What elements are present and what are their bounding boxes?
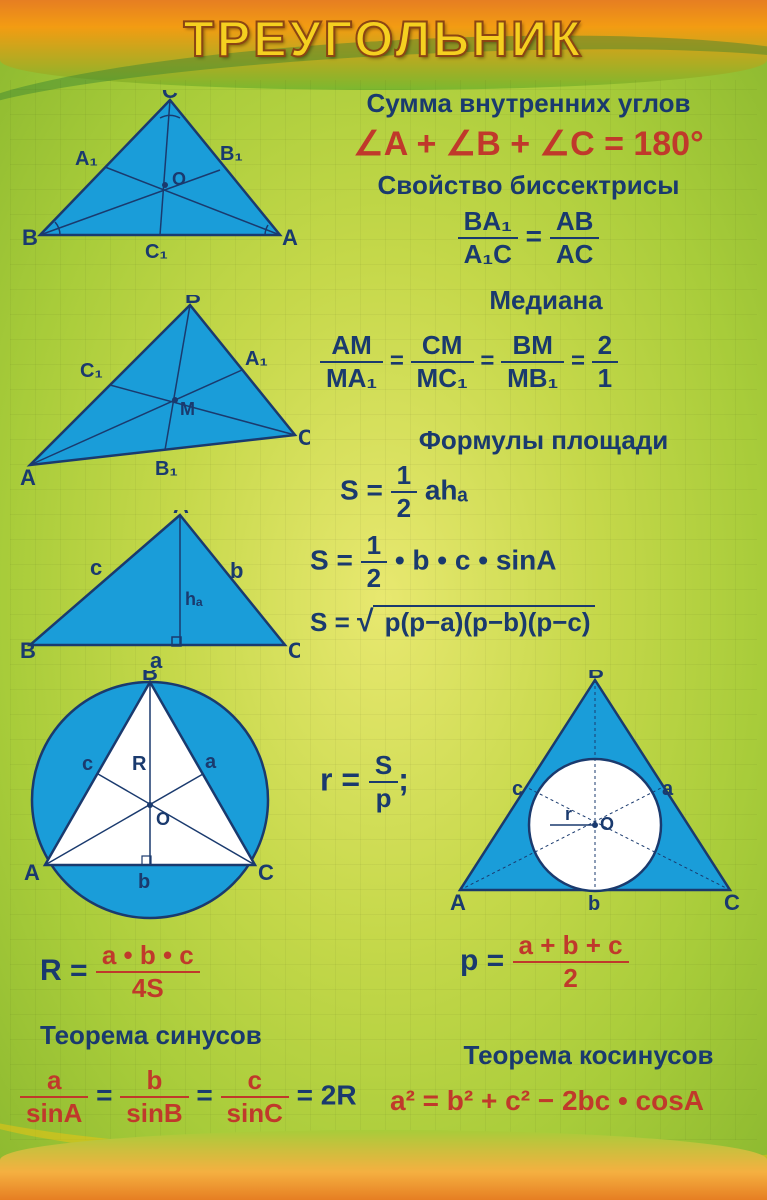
svg-text:O: O <box>156 809 170 829</box>
bisector-formula: BA₁A₁C = ABAC <box>300 206 757 270</box>
content-area: C B A A₁ B₁ C₁ O Сумма внутренних углов … <box>0 80 767 1140</box>
svg-text:c: c <box>82 753 93 775</box>
sines-title: Теорема синусов <box>40 1020 262 1051</box>
median-title: Медиана <box>335 285 757 316</box>
svg-text:a: a <box>205 751 217 773</box>
svg-text:B: B <box>20 638 36 663</box>
svg-text:C: C <box>162 90 178 103</box>
svg-text:R: R <box>132 753 147 775</box>
svg-text:A: A <box>173 510 189 518</box>
svg-text:c: c <box>90 555 102 580</box>
svg-text:B₁: B₁ <box>220 143 243 165</box>
svg-text:O: O <box>172 169 186 189</box>
inscribed-r-formula: r = Sp; <box>320 750 409 814</box>
main-title: ТРЕУГОЛЬНИК <box>0 10 767 68</box>
area-formula-2: S = 12 • b • c • sinA <box>310 530 762 594</box>
svg-text:M: M <box>180 399 195 419</box>
svg-text:O: O <box>600 814 614 834</box>
angles-formula: ∠A + ∠B + ∠C = 180° <box>300 124 757 164</box>
circum-formula: R = a • b • c4S <box>40 940 200 1004</box>
svg-text:C₁: C₁ <box>145 241 168 263</box>
svg-text:b: b <box>138 871 150 893</box>
triangle-medians-diagram: B A C A₁ C₁ B₁ M <box>20 295 310 495</box>
svg-text:B₁: B₁ <box>155 458 178 480</box>
area-formula-1: S = 12 ahₐ <box>340 460 757 524</box>
svg-text:C: C <box>288 638 300 663</box>
svg-text:C: C <box>258 860 274 885</box>
inscribed-diagram: B A C O r c a b <box>450 670 740 920</box>
svg-text:b: b <box>230 558 243 583</box>
border-bottom <box>0 1130 767 1200</box>
circumscribed-diagram: B A C R c a b O <box>20 670 280 930</box>
triangle-bisectors-diagram: C B A A₁ B₁ C₁ O <box>20 90 300 270</box>
svg-text:C: C <box>724 890 740 915</box>
median-formula: AMMA₁ = CMMC₁ = BMMB₁ = 21 <box>320 330 762 394</box>
area-title: Формулы площади <box>330 425 757 456</box>
svg-text:A₁: A₁ <box>75 148 98 170</box>
svg-text:C: C <box>298 425 310 450</box>
svg-text:B: B <box>185 295 201 308</box>
cosines-title: Теорема косинусов <box>420 1040 757 1071</box>
triangle-height-diagram: A B C c b a hₐ <box>20 510 300 675</box>
svg-text:A₁: A₁ <box>245 348 268 370</box>
svg-text:A: A <box>24 860 40 885</box>
svg-text:B: B <box>22 225 38 250</box>
svg-text:r: r <box>565 804 572 824</box>
svg-text:c: c <box>512 778 523 800</box>
svg-text:B: B <box>142 670 158 685</box>
bisector-title: Свойство биссектрисы <box>300 170 757 201</box>
svg-text:hₐ: hₐ <box>185 589 203 609</box>
svg-text:B: B <box>588 670 604 683</box>
svg-text:a: a <box>662 778 674 800</box>
inscribed-p-formula: p = a + b + c2 <box>460 930 629 994</box>
svg-text:A: A <box>20 465 36 490</box>
svg-text:A: A <box>450 890 466 915</box>
svg-text:b: b <box>588 893 600 915</box>
area-formula-3: S = √ p(p−a)(p−b)(p−c) <box>310 605 762 639</box>
svg-text:A: A <box>282 225 298 250</box>
svg-text:C₁: C₁ <box>80 360 103 382</box>
angles-title: Сумма внутренних углов <box>300 88 757 119</box>
